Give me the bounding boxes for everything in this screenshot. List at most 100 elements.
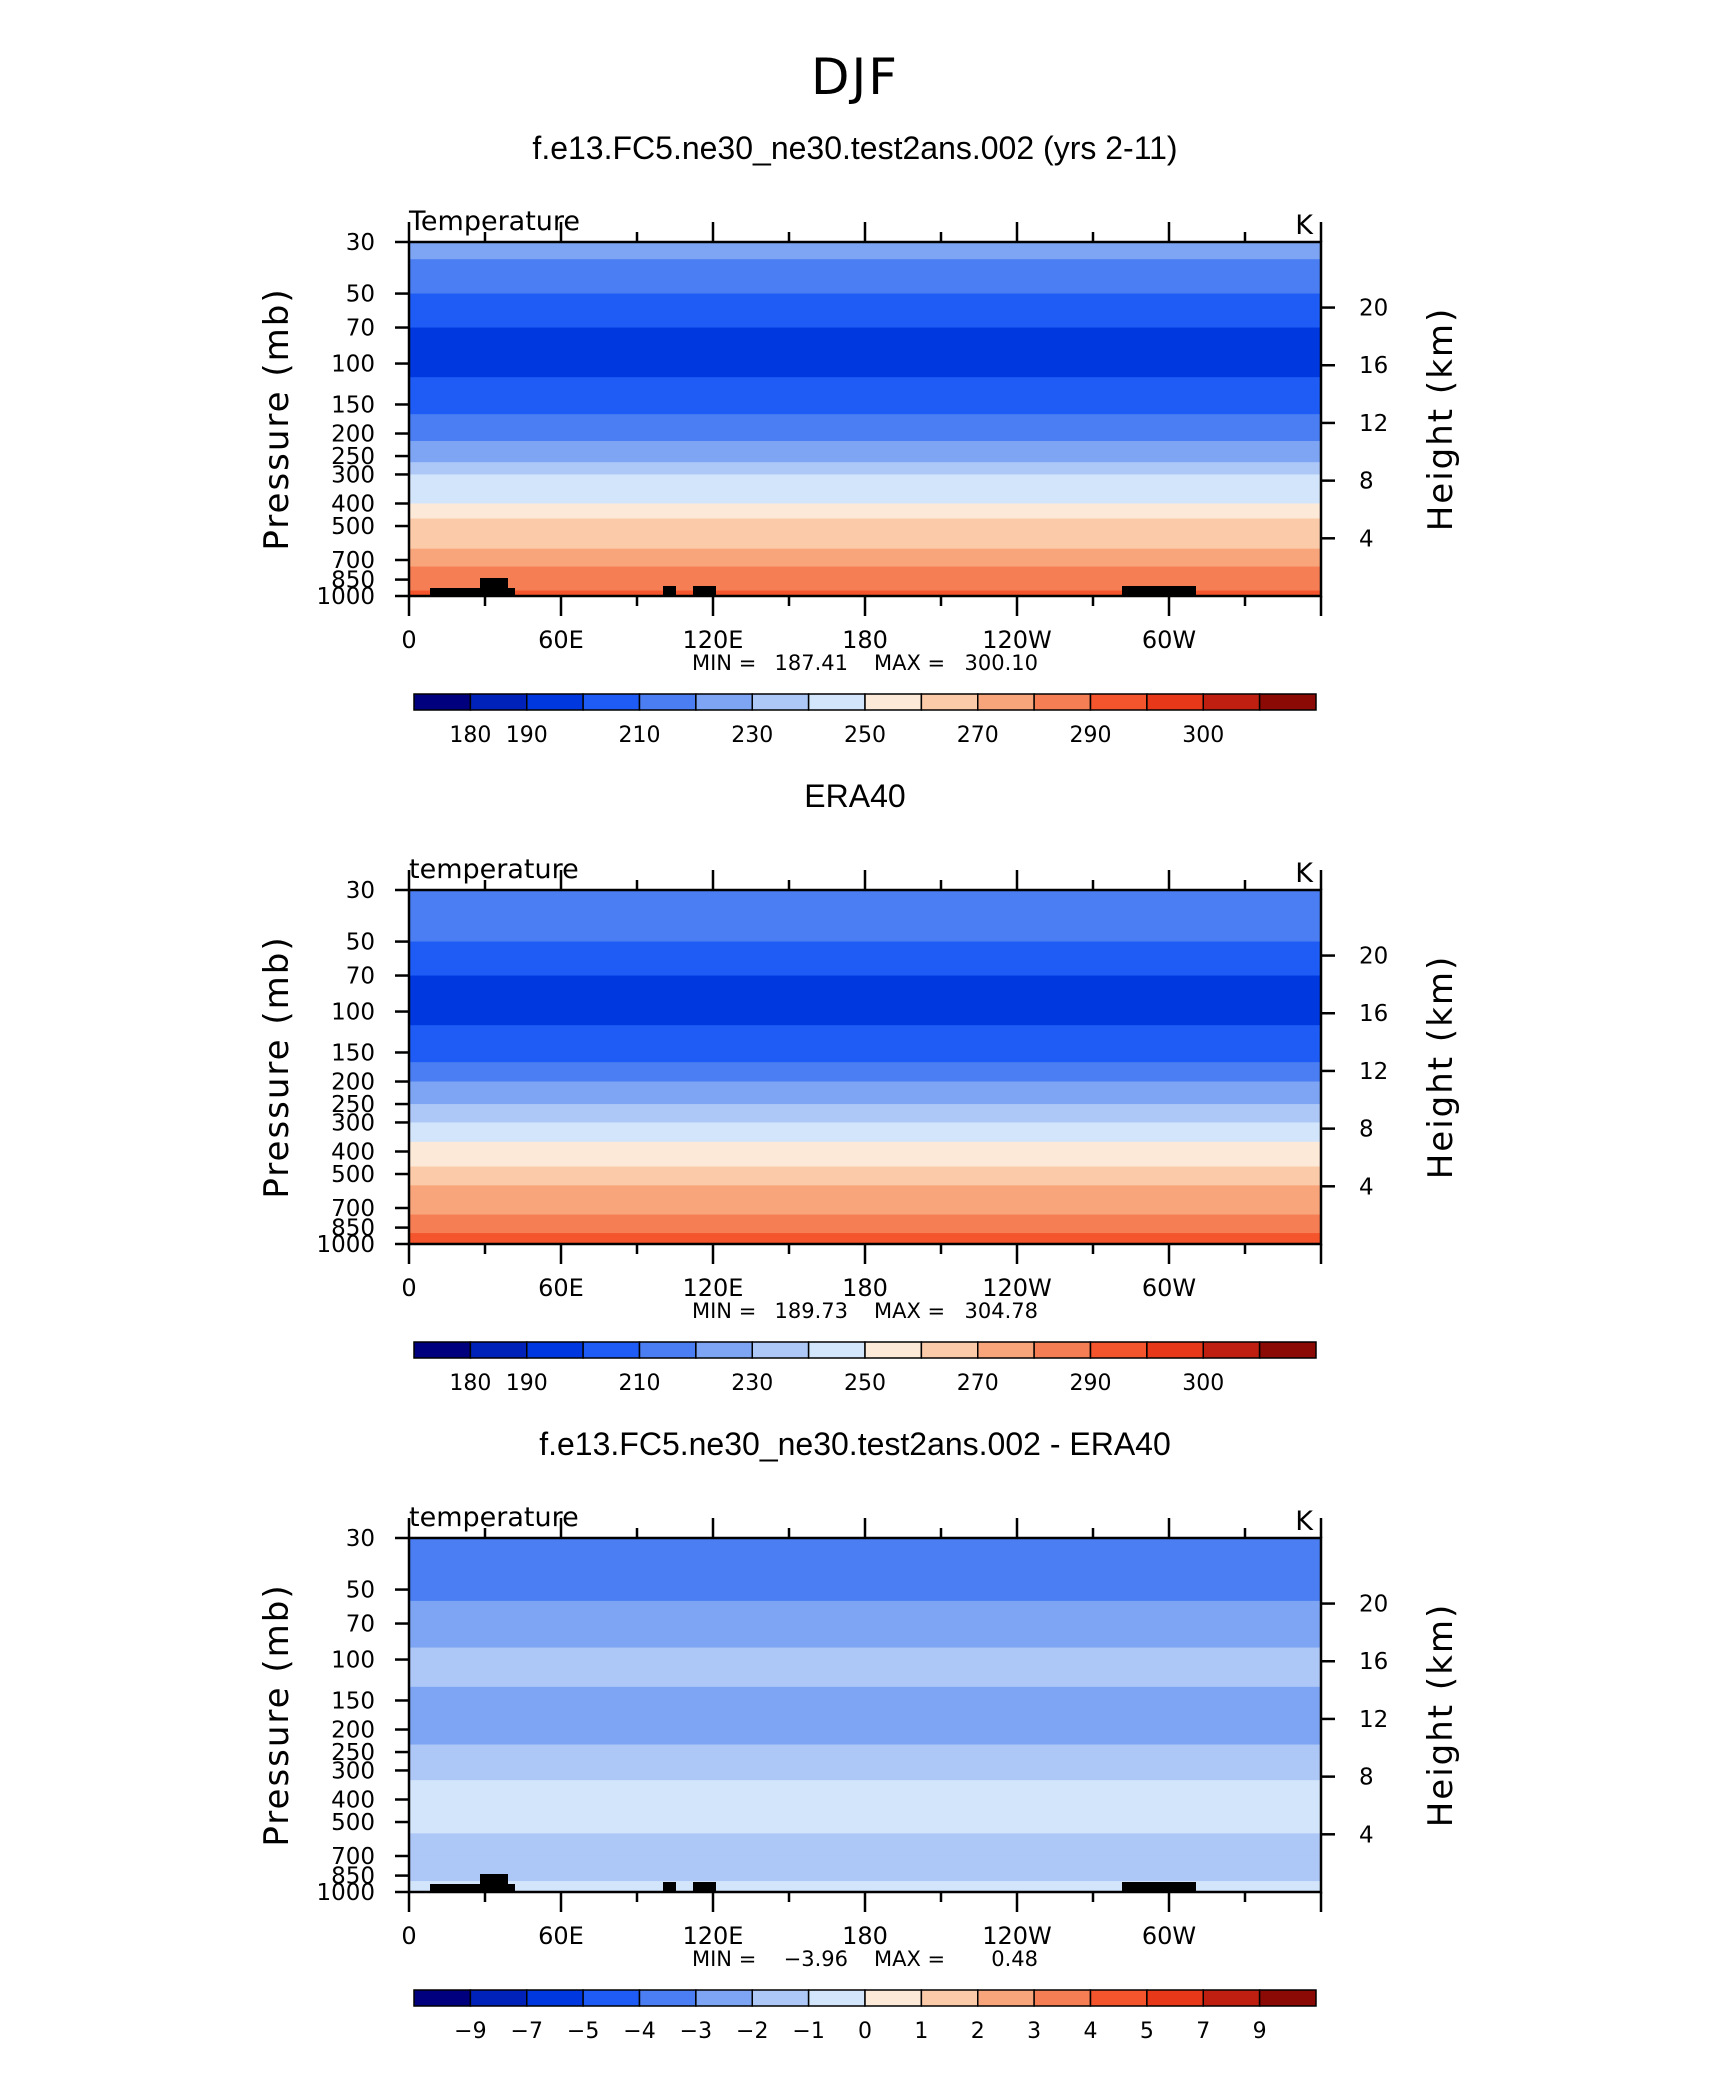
field-band (409, 1096, 1321, 1105)
x-tick-label: 120W (982, 1274, 1052, 1302)
field-band (409, 1659, 1321, 1674)
colorbar-label: 270 (957, 1371, 999, 1396)
y-tick-label: 850 (331, 1864, 375, 1890)
y-axis-title: Pressure (mb) (257, 935, 297, 1198)
y-axis-right-title: Height (km) (1421, 307, 1461, 532)
colorbar-box (1202, 693, 1261, 711)
field-band (409, 526, 1321, 538)
field-band (409, 518, 1321, 527)
y-tick-right-label: 20 (1359, 944, 1388, 970)
field-band (409, 1600, 1321, 1613)
field-band (409, 1196, 1321, 1209)
y-tick-right-label: 4 (1359, 1822, 1374, 1848)
y-tick-right-label: 8 (1359, 1765, 1374, 1791)
y-tick-label: 400 (331, 491, 375, 517)
colorbar-label: 5 (1140, 2019, 1154, 2044)
panel-1-title: f.e13.FC5.ne30_ne30.test2ans.002 (yrs 2-… (532, 130, 1178, 166)
field-band (409, 1673, 1321, 1688)
colorbar (413, 1341, 1317, 1359)
y-tick-label: 200 (331, 422, 375, 448)
y-tick-label: 30 (346, 230, 375, 256)
field-band (409, 1647, 1321, 1661)
field-band (409, 579, 1321, 586)
field-band (409, 1089, 1321, 1098)
topography-block (480, 1874, 508, 1892)
y-tick-right-label: 16 (1359, 1649, 1388, 1675)
colorbar-label: 1 (914, 2019, 928, 2044)
field-band (409, 1844, 1321, 1857)
colorbar-label: −1 (792, 2019, 824, 2044)
y-tick-label: 700 (331, 1196, 375, 1222)
field-band (409, 1822, 1321, 1834)
y-tick-label: 100 (331, 1648, 375, 1674)
y-tick-label: 250 (331, 444, 375, 470)
y-tick-label: 300 (331, 1758, 375, 1784)
units-label: K (1295, 858, 1314, 889)
field-band (409, 941, 1321, 954)
y-tick-label: 400 (331, 1787, 375, 1813)
field-band (409, 1623, 1321, 1637)
topography-block (693, 1882, 716, 1892)
x-tick-label: 180 (842, 1922, 888, 1950)
max-label: MAX = (874, 651, 945, 675)
colorbar-box (1146, 693, 1204, 711)
colorbar-label: −2 (736, 2019, 768, 2044)
field-band (409, 952, 1321, 965)
y-tick-label: 150 (331, 1688, 375, 1714)
field-band (409, 1807, 1321, 1816)
max-label: MAX = (874, 1299, 945, 1323)
max-value: 304.78 (965, 1299, 1038, 1323)
y-tick-label: 400 (331, 1139, 375, 1165)
x-tick-label: 0 (401, 1274, 416, 1302)
field-band (409, 1572, 1321, 1591)
field-band (409, 975, 1321, 989)
y-tick-label: 250 (331, 1092, 375, 1118)
colorbar-label: 190 (506, 723, 548, 748)
colorbar-label: −7 (511, 2019, 543, 2044)
colorbar-box (526, 693, 584, 711)
colorbar-label: 290 (1070, 723, 1112, 748)
y-axis-right-title: Height (km) (1421, 955, 1461, 1180)
topography-block (663, 1882, 676, 1892)
x-tick-label: 180 (842, 626, 888, 654)
field-band (409, 1789, 1321, 1801)
field-band (409, 448, 1321, 457)
field-band (409, 1233, 1321, 1240)
field-band (409, 1686, 1321, 1702)
field-band (409, 924, 1321, 943)
topography-block (1122, 586, 1196, 596)
field-band (409, 377, 1321, 392)
field-band (409, 363, 1321, 378)
colorbar-label: 180 (449, 723, 491, 748)
field-band (409, 1881, 1321, 1888)
y-tick-label: 500 (331, 1810, 375, 1836)
field-band (409, 242, 1321, 260)
y-tick-right-label: 16 (1359, 1001, 1388, 1027)
topography-block (480, 578, 508, 596)
colorbar-label: 290 (1070, 1371, 1112, 1396)
field-band (409, 1159, 1321, 1168)
panel-2-chart: temperature K 0 60E 120E 180 120W 60W 30 50 70 100 1… (257, 854, 1461, 1396)
field-band (409, 1011, 1321, 1026)
colorbar-label: 2 (971, 2019, 985, 2044)
y-tick-label: 50 (346, 930, 375, 956)
field-band (409, 1737, 1321, 1746)
colorbar-box (864, 1989, 923, 2007)
min-label: MIN = (692, 1299, 756, 1323)
min-label: MIN = (692, 1947, 756, 1971)
colorbar-label: −3 (680, 2019, 712, 2044)
field-band (409, 339, 1321, 353)
colorbar-box (638, 693, 697, 711)
x-tick-label: 120E (683, 1274, 744, 1302)
topography-block (430, 588, 480, 596)
field-band (409, 1719, 1321, 1731)
x-tick-label: 180 (842, 1274, 888, 1302)
colorbar-label: 4 (1084, 2019, 1098, 2044)
max-value: 300.10 (965, 651, 1038, 675)
field-band (409, 1052, 1321, 1063)
field-band (409, 484, 1321, 495)
field-band (409, 1612, 1321, 1625)
y-tick-label: 700 (331, 1844, 375, 1870)
colorbar-box (582, 1341, 641, 1359)
y-tick-label: 100 (331, 1000, 375, 1026)
